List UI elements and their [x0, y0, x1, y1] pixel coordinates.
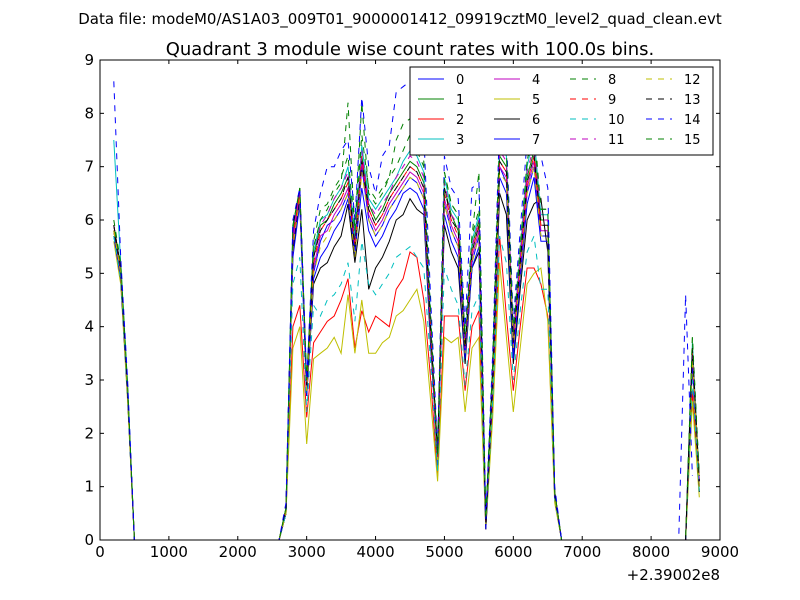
legend-label-6: 6	[532, 113, 540, 128]
legend-label-15: 15	[684, 133, 701, 148]
y-tick-label: 6	[84, 211, 94, 229]
x-offset-label: +2.39002e8	[627, 566, 720, 584]
figure-suptitle: Data file: modeM0/AS1A03_009T01_90000014…	[78, 10, 722, 29]
legend-label-9: 9	[608, 93, 616, 108]
x-tick-label: 5000	[425, 543, 463, 561]
legend-box	[409, 66, 714, 156]
y-tick-label: 7	[84, 158, 94, 176]
y-tick-label: 3	[84, 371, 94, 389]
series-line-1	[113, 150, 700, 540]
y-tick-label: 2	[84, 424, 94, 442]
x-tick-label: 3000	[288, 543, 326, 561]
series-lines	[113, 75, 700, 540]
axis-ticks: 0 1000 2000 3000 4000 5000 6000 7000 8000 9000012…	[84, 51, 739, 561]
legend-label-12: 12	[684, 73, 701, 88]
y-tick-label: 1	[84, 478, 94, 496]
series-line-10	[113, 234, 700, 540]
legend-label-4: 4	[532, 73, 540, 88]
chart-title: Quadrant 3 module wise count rates with …	[166, 39, 655, 60]
legend-label-13: 13	[684, 93, 701, 108]
legend-label-11: 11	[608, 133, 625, 148]
x-tick-label: 4000	[356, 543, 394, 561]
x-tick-label: 7000	[563, 543, 601, 561]
y-tick-label: 9	[84, 51, 94, 69]
x-tick-label: 9000	[701, 543, 739, 561]
legend-label-8: 8	[608, 73, 616, 88]
legend-label-0: 0	[456, 73, 464, 88]
series-line-5	[113, 241, 700, 540]
plot-frame	[99, 59, 721, 541]
series-line-7	[113, 177, 700, 540]
x-tick-label: 2000	[219, 543, 257, 561]
legend-label-1: 1	[456, 93, 464, 108]
y-tick-label: 4	[84, 318, 94, 336]
series-line-14	[113, 75, 693, 540]
y-tick-label: 8	[84, 104, 94, 122]
legend-label-3: 3	[456, 133, 464, 148]
series-line-3	[113, 134, 700, 540]
y-tick-label: 0	[84, 531, 94, 549]
x-tick-label: 6000	[494, 543, 532, 561]
x-tick-label: 1000	[150, 543, 188, 561]
legend-label-14: 14	[684, 113, 701, 128]
legend-label-2: 2	[456, 113, 464, 128]
x-tick-label: 8000	[632, 543, 670, 561]
legend-label-5: 5	[532, 93, 540, 108]
series-line-2	[113, 235, 700, 540]
y-tick-label: 5	[84, 264, 94, 282]
series-line-0	[113, 166, 700, 540]
legend-label-10: 10	[608, 113, 625, 128]
legend-label-7: 7	[532, 133, 540, 148]
series-line-4	[113, 161, 700, 540]
series-line-6	[113, 193, 700, 540]
x-tick-label: 0	[95, 543, 105, 561]
series-line-9	[113, 155, 700, 540]
